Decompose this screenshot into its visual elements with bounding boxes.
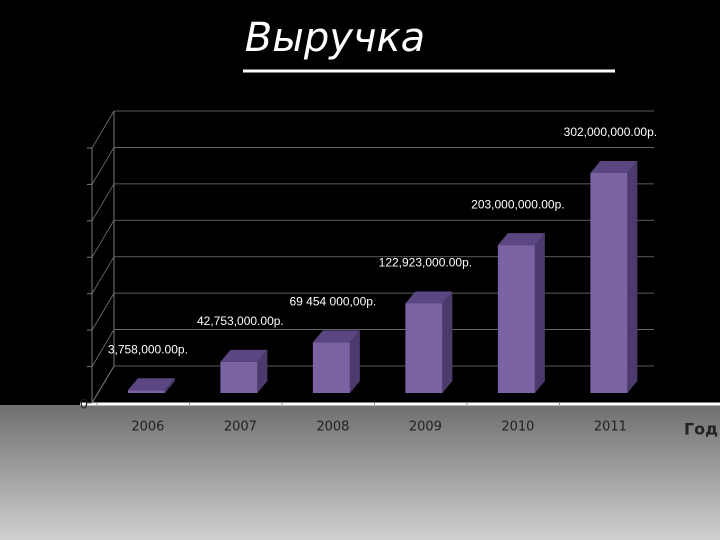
data-label: 302,000,000.00р.	[564, 125, 657, 139]
bar-side	[257, 349, 268, 393]
bar-top	[405, 291, 453, 304]
bar-side	[164, 378, 175, 393]
x-tick-label: 2006	[131, 420, 164, 435]
bar-side	[442, 291, 453, 393]
bar	[127, 390, 165, 393]
bar	[590, 172, 628, 393]
grid-line	[91, 147, 654, 185]
x-tick-label: 2011	[594, 420, 627, 435]
bar	[497, 245, 535, 393]
bar-side	[349, 330, 360, 393]
grid-line	[91, 256, 654, 294]
bar-top	[590, 160, 638, 173]
bar-top	[127, 378, 175, 391]
data-label: 203,000,000.00р.	[471, 197, 564, 211]
x-tick-label: 2009	[409, 420, 442, 435]
grid-line	[91, 219, 654, 258]
data-label: 42,753,000.00р.	[197, 314, 284, 328]
chart-title: Выручка	[245, 15, 425, 61]
floor-background	[0, 405, 720, 540]
data-label: 122,923,000.00р.	[379, 256, 472, 270]
data-label: 3,758,000.00р.	[108, 342, 188, 356]
data-label: 69 454 000,00р.	[290, 295, 377, 309]
bar	[220, 361, 258, 393]
bar-top	[312, 330, 360, 343]
x-tick-label: 2007	[224, 420, 257, 435]
y-tick-label: 0	[80, 398, 88, 413]
bar-side	[534, 233, 545, 393]
x-tick-label: 2008	[316, 420, 349, 435]
bar-top	[220, 349, 268, 362]
x-axis-label: Год	[684, 420, 718, 439]
bar-side	[627, 160, 638, 393]
bar	[312, 342, 350, 393]
bar-top	[497, 233, 545, 246]
grid-line	[91, 183, 654, 222]
bar	[405, 303, 443, 393]
grid-line	[91, 365, 654, 404]
x-tick-label: 2010	[501, 420, 534, 435]
